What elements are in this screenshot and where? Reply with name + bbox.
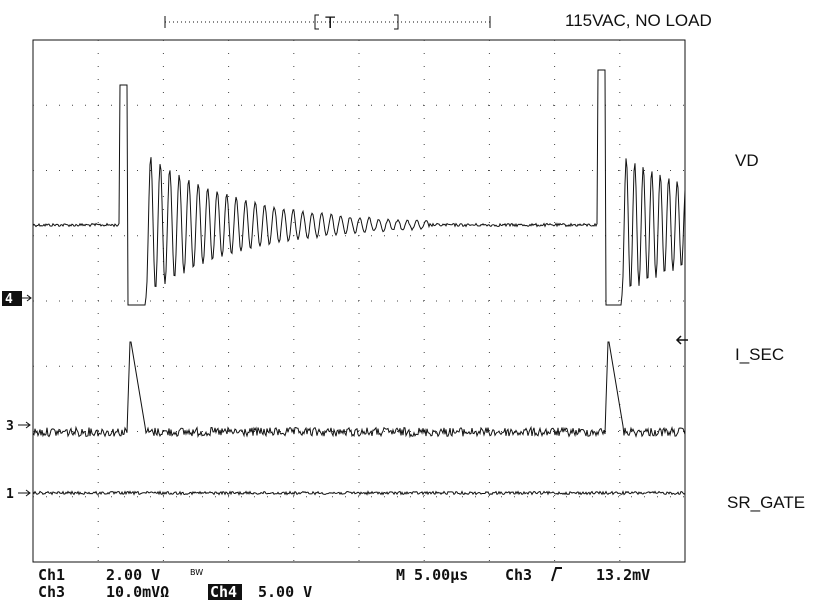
sr-gate-trace bbox=[32, 490, 686, 496]
vd-trace bbox=[32, 69, 686, 306]
trigger-level-arrow bbox=[675, 335, 688, 345]
ch3-marker: 3 bbox=[6, 419, 14, 434]
ch1-marker: 1 bbox=[6, 487, 14, 502]
graticule bbox=[33, 40, 685, 562]
readout-ch4-box bbox=[208, 584, 242, 600]
ch4-marker: 4 bbox=[5, 292, 13, 307]
readout-timebase: M 5.00µs bbox=[396, 566, 468, 584]
trace-label: VD bbox=[735, 151, 759, 170]
readout-trigger-source: Ch3 bbox=[505, 566, 532, 584]
ch4-marker-box bbox=[2, 291, 22, 306]
readout-ch3: Ch3 bbox=[38, 583, 65, 601]
ch1-arrow bbox=[18, 489, 31, 497]
readout-ch3-scale: 10.0mVΩ bbox=[106, 583, 169, 601]
trigger-bracket bbox=[164, 14, 491, 30]
readout-ch4: Ch4 bbox=[210, 583, 237, 601]
trigger-slope-icon bbox=[551, 567, 562, 582]
readout-trigger-level: 13.2mV bbox=[596, 566, 650, 584]
readout-ch4-scale: 5.00 V bbox=[258, 583, 312, 601]
i-sec-trace bbox=[32, 341, 686, 439]
ch3-arrow bbox=[18, 421, 31, 429]
trigger-position: T bbox=[325, 13, 335, 32]
readout-bw: BW bbox=[190, 568, 203, 577]
trace-label: I_SEC bbox=[735, 345, 784, 364]
ch4-arrow bbox=[22, 294, 32, 302]
readout-ch1: Ch1 bbox=[38, 566, 65, 584]
condition-label: 115VAC, NO LOAD bbox=[565, 11, 712, 30]
readout-ch1-scale: 2.00 V bbox=[106, 566, 160, 584]
trace-label: SR_GATE bbox=[727, 493, 805, 512]
